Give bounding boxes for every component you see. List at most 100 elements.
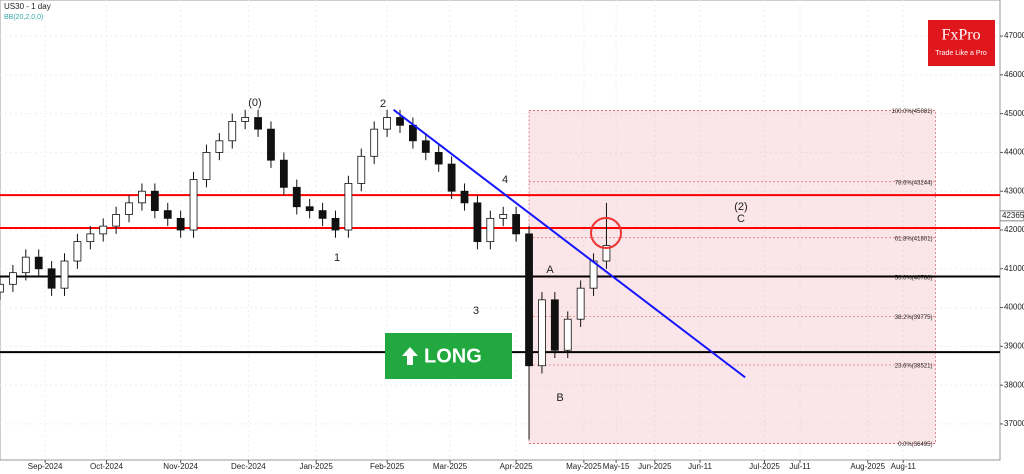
candle-body: [279, 159, 288, 188]
candle-body: [344, 183, 353, 231]
x-tick-label: Jun-11: [688, 462, 712, 471]
y-tick-label: 45000: [1004, 109, 1024, 118]
logo-text: FxPro: [941, 27, 980, 44]
last-price-box: [999, 210, 1024, 222]
candle-body: [267, 128, 275, 161]
candle-body: [525, 233, 533, 367]
wave-label: C: [737, 213, 745, 225]
x-tick-label: May-2025: [566, 462, 602, 471]
candle-body: [512, 214, 521, 235]
wave-label: A: [546, 264, 554, 276]
x-tick-label: Oct-2024: [90, 462, 123, 471]
x-tick-label: Jun-2025: [638, 462, 672, 471]
candle-body: [473, 202, 482, 243]
y-tick-label: 39000: [1004, 341, 1024, 350]
x-tick-label: Nov-2024: [163, 462, 198, 471]
fib-label: 38.2%(39775): [895, 315, 933, 321]
candle-body: [602, 245, 611, 262]
wave-label: 3: [473, 305, 479, 317]
candle-body: [550, 299, 559, 351]
fib-label: 23.6%(38521): [895, 364, 933, 370]
candle-body: [215, 140, 224, 153]
candle-body: [254, 117, 262, 130]
candle-body: [421, 140, 430, 153]
y-tick-label: 47000: [1004, 31, 1024, 40]
candle-body: [370, 128, 379, 157]
y-tick-label: 42000: [1004, 225, 1024, 234]
x-tick-label: May-15: [603, 462, 630, 471]
candle-body: [73, 241, 82, 262]
candle-body: [383, 117, 391, 130]
candle-body: [228, 120, 237, 142]
trendline: [392, 108, 746, 379]
arrow-icon: [402, 347, 418, 365]
last-price-label: 42365: [1002, 211, 1024, 220]
candle-body: [125, 202, 133, 215]
x-tick-label: Dec-2024: [231, 462, 266, 471]
candle-body: [292, 186, 301, 208]
candle-body: [305, 206, 314, 212]
logo-tagline: Trade Like a Pro: [935, 50, 987, 57]
x-tick-label: Mar-2025: [433, 462, 468, 471]
x-tick-label: Jul-2025: [749, 462, 780, 471]
main-layer: 100.0%(45081) 78.6%(43244) 61.8%(41801) 50.…: [0, 97, 1000, 448]
x-tick-label: Jan-2025: [299, 462, 333, 471]
candle-body: [34, 256, 43, 270]
candle-body: [189, 179, 198, 231]
y-tick-label: 46000: [1004, 70, 1024, 79]
candle-body: [138, 190, 146, 204]
indicator-label: BB(20,2.0,0): [4, 14, 43, 21]
wave-label: 4: [502, 174, 508, 186]
candle-body: [150, 190, 159, 212]
x-tick-label: Jul-11: [789, 462, 811, 471]
x-tick-label: Aug-11: [891, 462, 917, 471]
candle-body: [163, 210, 172, 219]
fib-label: 78.6%(43244): [895, 180, 933, 186]
candle-body: [538, 299, 546, 367]
logo: [928, 20, 995, 66]
y-tick-label: 44000: [1004, 148, 1024, 157]
x-tick-label: Aug-2025: [850, 462, 885, 471]
candle-body: [357, 155, 366, 184]
highlight-circle: [590, 217, 622, 249]
candle-body: [241, 117, 250, 122]
chart-title: US30 - 1 day: [4, 2, 51, 11]
y-tick-label: 41000: [1004, 264, 1024, 273]
candle-body: [563, 318, 572, 351]
x-tick-label: Apr-2025: [500, 462, 533, 471]
candle-body: [396, 117, 404, 126]
candle-body: [447, 163, 456, 192]
y-tick-label: 37000: [1004, 419, 1024, 428]
candle-body: [86, 233, 95, 243]
candle-body: [318, 210, 327, 219]
y-tick-label: 38000: [1004, 380, 1024, 389]
fib-label: 0.0%(36495): [898, 442, 932, 448]
x-tick-label: Feb-2025: [370, 462, 405, 471]
candle-body: [9, 272, 17, 285]
candle-body: [434, 152, 443, 165]
fib-label: 61.8%(41801): [895, 236, 933, 242]
candle-body: [499, 214, 508, 219]
candle-body: [486, 217, 495, 243]
fib-label: 50.0%(40788): [895, 276, 933, 282]
wave-label: 1: [334, 252, 340, 264]
wave-label: (0): [248, 97, 261, 109]
candle-body: [331, 217, 340, 231]
candle-body: [112, 214, 121, 227]
long-label: LONG: [424, 345, 482, 367]
fib-label: 100.0%(45081): [891, 109, 932, 115]
candle-body: [460, 190, 469, 204]
candle-body: [576, 287, 585, 320]
y-tick-label: 43000: [1004, 186, 1024, 195]
candle-body: [60, 260, 69, 289]
x-tick-label: Sep-2024: [28, 462, 63, 471]
candle-body: [99, 225, 108, 235]
candle-body: [47, 268, 56, 289]
y-tick-label: 40000: [1004, 303, 1024, 312]
candle-body: [0, 283, 4, 293]
candle-body: [176, 217, 185, 231]
wave-label: B: [556, 392, 563, 404]
candle-body: [21, 256, 30, 274]
